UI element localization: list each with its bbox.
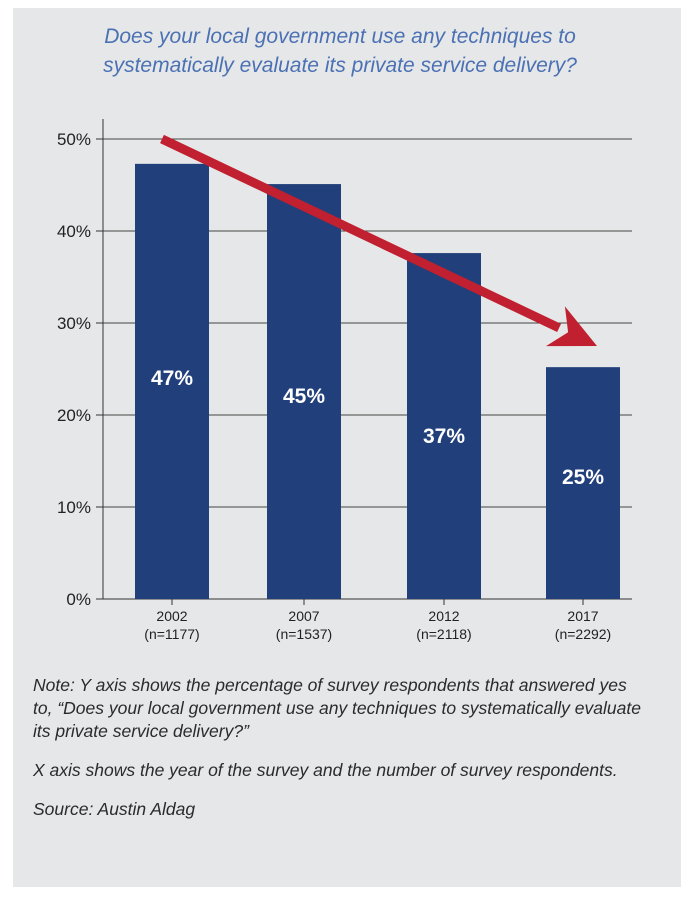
bar-data-label: 45% (283, 385, 325, 408)
y-tick-label: 0% (66, 590, 91, 609)
note-y-axis: Note: Y axis shows the percentage of sur… (33, 675, 641, 741)
chart-title: Does your local government use any techn… (30, 22, 650, 80)
chart-notes: Note: Y axis shows the percentage of sur… (33, 674, 643, 837)
y-tick-label: 10% (57, 498, 91, 517)
chart-title-line-2: systematically evaluate its private serv… (103, 54, 577, 77)
bar (135, 163, 209, 599)
bar-chart: 0% 10% 20% 30% 40% 50% 2002 (n=1177) 2007 (n=153… (57, 119, 632, 642)
x-tick-sublabel: (n=2292) (555, 626, 611, 642)
bar-data-label: 47% (151, 367, 193, 390)
y-tick-label: 20% (57, 406, 91, 425)
x-tick-sublabel: (n=2118) (416, 626, 471, 642)
x-tick-label: 2002 (156, 608, 187, 624)
bar-data-label: 25% (562, 466, 604, 489)
note-x-axis: X axis shows the year of the survey and … (33, 760, 618, 780)
y-tick-label: 40% (57, 222, 91, 241)
x-tick-label: 2007 (288, 608, 319, 624)
x-tick-sublabel: (n=1177) (144, 626, 199, 642)
bar (407, 253, 481, 599)
x-tick-label: 2012 (428, 608, 459, 624)
trend-arrow-head (546, 306, 597, 347)
y-tick-label: 30% (57, 314, 91, 333)
trend-arrow-shaft (160, 134, 562, 333)
bar-data-label: 37% (423, 425, 465, 448)
chart-title-line-1: Does your local government use any techn… (104, 25, 576, 48)
bar (546, 367, 620, 599)
x-tick-sublabel: (n=1537) (276, 626, 332, 642)
note-source: Source: Austin Aldag (33, 799, 196, 819)
bar (267, 184, 341, 599)
y-tick-label: 50% (57, 130, 91, 149)
x-tick-label: 2017 (567, 608, 598, 624)
